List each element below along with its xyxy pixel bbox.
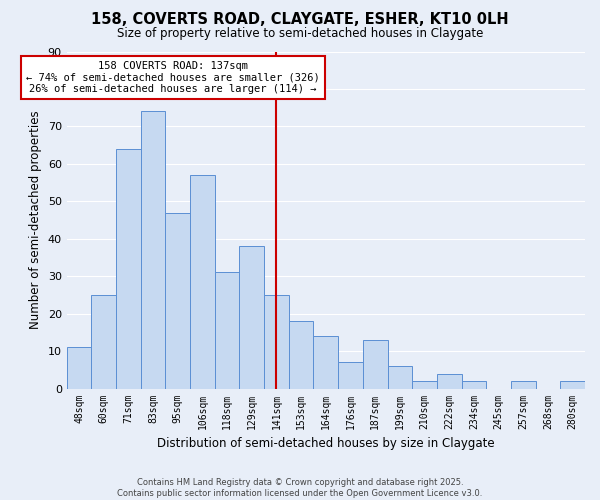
Text: Size of property relative to semi-detached houses in Claygate: Size of property relative to semi-detach… xyxy=(117,28,483,40)
Bar xyxy=(239,246,264,388)
Bar xyxy=(116,149,141,388)
Y-axis label: Number of semi-detached properties: Number of semi-detached properties xyxy=(29,110,42,330)
Text: Contains HM Land Registry data © Crown copyright and database right 2025.
Contai: Contains HM Land Registry data © Crown c… xyxy=(118,478,482,498)
Bar xyxy=(338,362,363,388)
Bar xyxy=(91,295,116,388)
Bar xyxy=(363,340,388,388)
Bar xyxy=(560,381,585,388)
Bar xyxy=(141,112,166,388)
Bar xyxy=(264,295,289,388)
Bar xyxy=(215,272,239,388)
Bar xyxy=(412,381,437,388)
Bar xyxy=(67,348,91,389)
Bar xyxy=(437,374,461,388)
Bar xyxy=(313,336,338,388)
Bar xyxy=(511,381,536,388)
Bar xyxy=(166,212,190,388)
Text: 158, COVERTS ROAD, CLAYGATE, ESHER, KT10 0LH: 158, COVERTS ROAD, CLAYGATE, ESHER, KT10… xyxy=(91,12,509,28)
Text: 158 COVERTS ROAD: 137sqm
← 74% of semi-detached houses are smaller (326)
26% of : 158 COVERTS ROAD: 137sqm ← 74% of semi-d… xyxy=(26,61,320,94)
Bar xyxy=(461,381,486,388)
Bar xyxy=(388,366,412,388)
Bar xyxy=(289,321,313,388)
X-axis label: Distribution of semi-detached houses by size in Claygate: Distribution of semi-detached houses by … xyxy=(157,437,494,450)
Bar xyxy=(190,175,215,388)
